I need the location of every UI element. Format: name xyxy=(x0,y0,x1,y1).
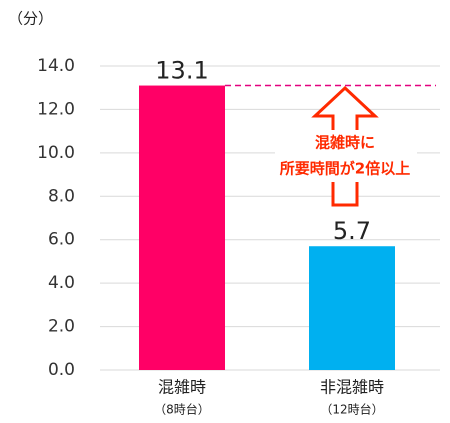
annotation: 所要時間が2倍以上 xyxy=(280,160,410,178)
y-tick-label: 12.0 xyxy=(37,99,75,119)
y-tick-label: 6.0 xyxy=(48,230,75,250)
y-axis-label: （分） xyxy=(8,10,53,28)
annotation: 混雑時に xyxy=(315,134,375,152)
x-tick-label: 混雑時 xyxy=(158,378,206,397)
bar xyxy=(309,246,395,370)
y-tick-label: 8.0 xyxy=(48,186,75,206)
y-tick-label: 4.0 xyxy=(48,273,75,293)
y-tick-label: 10.0 xyxy=(37,143,75,163)
y-tick-label: 0.0 xyxy=(48,360,75,380)
annotation-bg xyxy=(275,130,417,182)
x-tick-label: 非混雑時 xyxy=(320,378,384,397)
y-tick-label: 2.0 xyxy=(48,317,75,337)
y-tick-label: 14.0 xyxy=(37,56,75,76)
x-tick-sublabel: （12時台） xyxy=(320,402,383,417)
data-label: 5.7 xyxy=(333,217,371,245)
bar xyxy=(139,85,225,371)
x-tick-sublabel: （8時台） xyxy=(154,402,210,417)
data-label: 13.1 xyxy=(155,57,208,85)
